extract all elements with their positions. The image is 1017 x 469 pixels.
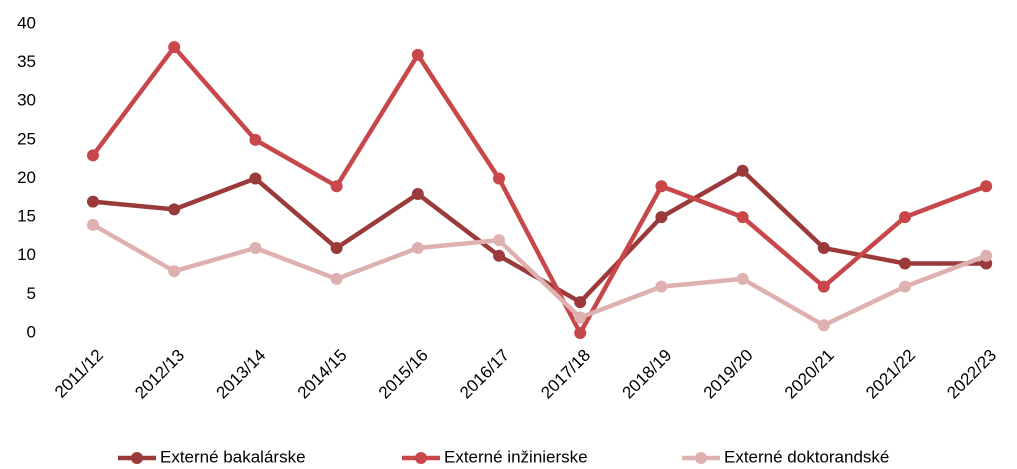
point bbox=[899, 211, 911, 224]
point bbox=[330, 242, 343, 255]
x-tick-label: 2021/22 bbox=[862, 346, 919, 403]
point bbox=[980, 249, 993, 262]
y-tick-label: 10 bbox=[17, 245, 36, 264]
x-tick-label: 2019/20 bbox=[700, 346, 757, 403]
point bbox=[493, 234, 505, 247]
y-tick-label: 25 bbox=[17, 129, 36, 148]
point bbox=[249, 242, 262, 255]
x-tick-label: 2014/15 bbox=[294, 346, 351, 403]
y-tick-label: 30 bbox=[17, 91, 36, 110]
point bbox=[249, 172, 262, 185]
point bbox=[168, 265, 181, 278]
series-line bbox=[91, 222, 988, 328]
point bbox=[574, 311, 587, 324]
x-tick-label: 2022/23 bbox=[943, 346, 1000, 403]
point bbox=[655, 211, 668, 224]
y-tick-label: 35 bbox=[17, 52, 36, 71]
y-tick-label: 0 bbox=[27, 322, 36, 341]
y-tick-label: 5 bbox=[27, 284, 36, 303]
point bbox=[817, 242, 830, 255]
legend-label: Externé inžinierske bbox=[444, 447, 588, 466]
x-tick-label: 2015/16 bbox=[375, 346, 432, 403]
point bbox=[655, 180, 668, 193]
series-line bbox=[92, 168, 987, 305]
point bbox=[87, 149, 99, 162]
point bbox=[330, 272, 343, 285]
legend-marker bbox=[131, 452, 143, 464]
x-tick-label: 2016/17 bbox=[456, 346, 513, 403]
series-line bbox=[91, 44, 988, 336]
point bbox=[574, 296, 587, 309]
legend-marker bbox=[415, 452, 427, 464]
point bbox=[655, 280, 668, 293]
point bbox=[817, 280, 830, 293]
point bbox=[87, 218, 99, 231]
point bbox=[249, 133, 262, 146]
point bbox=[411, 242, 424, 255]
point bbox=[817, 319, 830, 332]
point bbox=[411, 187, 424, 200]
point bbox=[574, 327, 587, 339]
x-tick-label: 2018/19 bbox=[619, 346, 676, 403]
point bbox=[736, 164, 749, 177]
point bbox=[899, 257, 911, 270]
x-tick-label: 2011/12 bbox=[51, 346, 107, 402]
legend-label: Externé bakalárske bbox=[160, 447, 306, 466]
x-tick-label: 2020/21 bbox=[781, 346, 838, 403]
point bbox=[736, 272, 749, 285]
point bbox=[330, 180, 343, 193]
point bbox=[411, 48, 424, 61]
point bbox=[493, 249, 505, 262]
x-tick-label: 2013/14 bbox=[213, 346, 270, 403]
point bbox=[899, 280, 911, 293]
point bbox=[980, 180, 993, 193]
x-tick-label: 2012/13 bbox=[131, 346, 188, 403]
y-tick-label: 40 bbox=[17, 13, 36, 32]
x-tick-label: 2017/18 bbox=[537, 346, 594, 403]
point bbox=[493, 172, 505, 185]
point bbox=[87, 195, 99, 208]
point bbox=[736, 211, 749, 224]
legend-marker bbox=[695, 452, 707, 464]
legend-label: Externé doktorandské bbox=[724, 447, 889, 466]
y-tick-label: 20 bbox=[17, 168, 36, 187]
point bbox=[168, 203, 181, 216]
point bbox=[168, 41, 181, 54]
y-tick-label: 15 bbox=[17, 207, 36, 226]
